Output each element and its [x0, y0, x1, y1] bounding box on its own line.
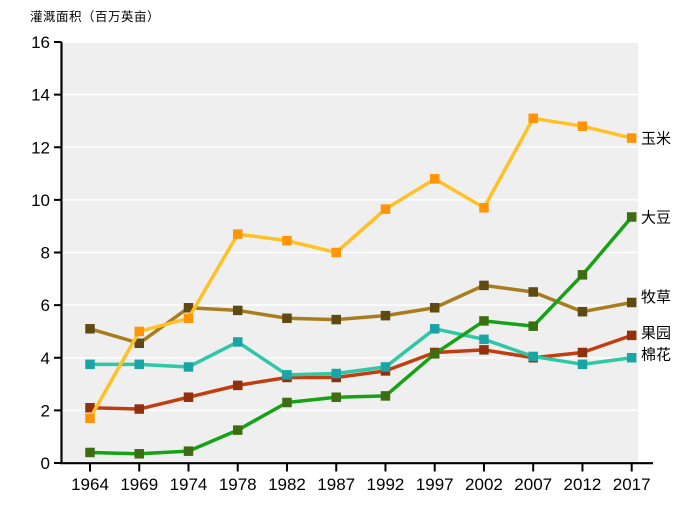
- series-marker-cotton: [626, 353, 637, 363]
- series-marker-hay: [183, 303, 194, 313]
- series-marker-orchard: [479, 345, 489, 355]
- series-marker-corn: [183, 313, 194, 324]
- series-marker-corn: [331, 247, 341, 258]
- series-marker-hay: [85, 324, 95, 334]
- series-marker-corn: [282, 235, 292, 246]
- series-marker-cotton: [429, 324, 440, 334]
- y-tick-label: 6: [41, 296, 50, 315]
- series-marker-cotton: [528, 351, 538, 362]
- x-tick-label: 1997: [416, 475, 454, 494]
- series-label-orchard: 果园: [641, 325, 671, 342]
- x-tick-label: 2017: [613, 475, 651, 494]
- series-marker-hay: [429, 303, 440, 313]
- series-marker-soybean: [479, 316, 489, 326]
- series-line-cotton: [90, 327, 632, 377]
- series-marker-orchard: [232, 380, 243, 391]
- x-tick-label: 2002: [465, 475, 503, 494]
- series-markers-cotton: [85, 324, 637, 380]
- series-marker-orchard: [626, 330, 637, 341]
- series-marker-soybean: [577, 270, 588, 280]
- x-tick-label: 1982: [268, 475, 306, 494]
- series-marker-soybean: [134, 449, 144, 459]
- x-tick-label: 1964: [71, 475, 109, 494]
- series-marker-cotton: [232, 337, 243, 347]
- series-marker-soybean: [183, 446, 194, 456]
- x-tick-label: 1978: [219, 475, 257, 494]
- series-marker-cotton: [479, 334, 489, 345]
- x-tick-label: 2012: [564, 475, 602, 494]
- series-line-corn: [88, 116, 633, 420]
- x-tick-label: 1992: [367, 475, 405, 494]
- series-line-hay: [89, 283, 633, 346]
- series-marker-cotton: [282, 370, 292, 380]
- y-tick-label: 0: [41, 454, 50, 473]
- x-tick-label: 1969: [120, 475, 158, 494]
- series-marker-soybean: [429, 349, 440, 359]
- series-marker-hay: [134, 338, 144, 349]
- series-marker-hay: [479, 280, 489, 291]
- series-marker-corn: [134, 326, 144, 337]
- y-tick-label: 8: [41, 244, 50, 263]
- chart-title: 灌溉面积（百万英亩）: [30, 10, 161, 24]
- y-tick-label: 12: [31, 138, 50, 157]
- series-marker-corn: [232, 229, 243, 239]
- series-marker-hay: [380, 310, 391, 321]
- series-marker-hay: [577, 306, 588, 317]
- series-marker-orchard: [85, 402, 95, 413]
- series-marker-corn: [626, 133, 637, 143]
- series-label-soybean: 大豆: [641, 209, 671, 226]
- x-tick-label: 1987: [317, 475, 355, 494]
- series-marker-orchard: [134, 404, 144, 414]
- series-marker-hay: [282, 313, 292, 324]
- series-marker-soybean: [331, 392, 341, 402]
- series-marker-hay: [528, 287, 538, 297]
- series-marker-soybean: [528, 321, 538, 331]
- series-marker-cotton: [380, 362, 391, 372]
- series-markers-hay: [85, 280, 637, 349]
- series-marker-cotton: [577, 359, 588, 370]
- series-markers-corn: [85, 113, 637, 424]
- series-marker-hay: [232, 305, 243, 316]
- series-marker-cotton: [85, 359, 95, 370]
- series-marker-orchard: [183, 392, 194, 402]
- series-marker-corn: [380, 204, 391, 214]
- x-tick-label: 1974: [170, 475, 208, 494]
- y-tick-label: 10: [31, 191, 50, 210]
- series-marker-corn: [479, 203, 489, 213]
- series-marker-cotton: [331, 368, 341, 379]
- series-marker-hay: [626, 297, 637, 308]
- series-marker-soybean: [380, 391, 391, 401]
- series-marker-corn: [577, 121, 588, 131]
- y-tick-label: 2: [41, 401, 50, 420]
- series-marker-cotton: [183, 362, 194, 372]
- series-marker-corn: [429, 174, 440, 184]
- series-label-hay: 牧草: [641, 289, 671, 306]
- y-tick-label: 14: [31, 86, 50, 105]
- x-tick-label: 2007: [514, 475, 552, 494]
- series-marker-hay: [331, 314, 341, 325]
- series-marker-orchard: [577, 347, 588, 358]
- series-marker-soybean: [626, 212, 637, 222]
- series-marker-corn: [85, 413, 95, 424]
- series-line-soybean: [89, 215, 634, 456]
- series-marker-corn: [528, 113, 538, 124]
- series-label-corn: 玉米: [641, 131, 671, 148]
- series-marker-cotton: [134, 359, 144, 370]
- series-marker-soybean: [85, 447, 95, 458]
- series-label-cotton: 棉花: [641, 346, 671, 363]
- series-markers-soybean: [85, 212, 637, 459]
- y-tick-label: 16: [31, 33, 50, 52]
- y-tick-label: 4: [41, 349, 50, 368]
- series-marker-soybean: [232, 425, 243, 435]
- series-marker-soybean: [282, 397, 292, 408]
